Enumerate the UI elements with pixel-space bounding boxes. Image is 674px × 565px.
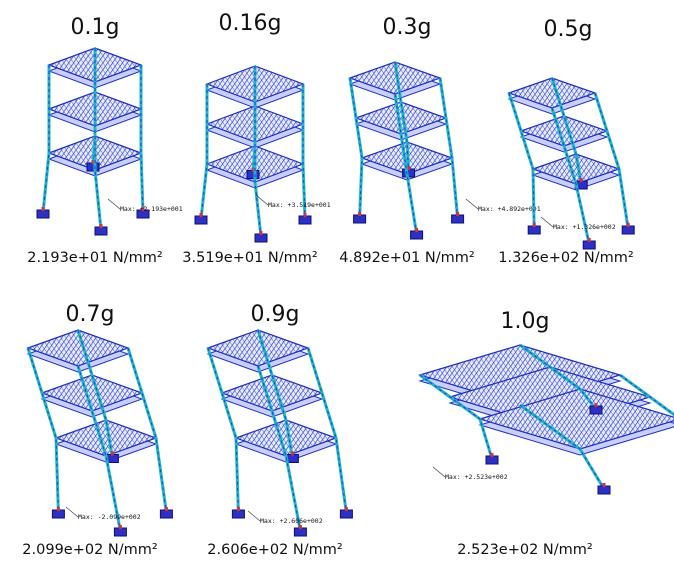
foot-pad <box>340 510 352 518</box>
stress-hotspot <box>304 213 307 217</box>
max-annotation: Max: +4.892e+001 <box>478 205 541 213</box>
foot-pad <box>114 528 126 536</box>
foot-pad <box>232 510 244 518</box>
column <box>440 78 458 218</box>
panel-caption: 2.099e+02 N/mm² <box>22 542 157 558</box>
column <box>350 78 362 218</box>
stress-hotspot <box>595 403 598 407</box>
stress-hotspot <box>491 453 494 457</box>
column <box>595 93 628 229</box>
stress-hotspot <box>119 525 122 529</box>
max-annotation: Max: +2.193e+001 <box>120 205 183 213</box>
stress-hotspot <box>42 207 45 211</box>
foot-pad <box>622 226 634 234</box>
panel-caption: 1.326e+02 N/mm² <box>498 250 633 266</box>
foot-pad <box>411 231 423 239</box>
panel-label: 0.9g <box>251 302 300 327</box>
stress-hotspot <box>580 178 583 182</box>
panel-label: 0.7g <box>66 302 115 327</box>
panel-caption: 2.606e+02 N/mm² <box>207 542 342 558</box>
max-annotation: Max: +3.519e+001 <box>268 201 331 209</box>
panel: 0.5g Max: +1.326e+002 1.326e+02 N/mm² <box>498 17 634 266</box>
max-annotation: Max: +1.326e+002 <box>553 223 616 231</box>
foot-pad <box>95 227 107 235</box>
stress-hotspot <box>299 525 302 529</box>
slab-mesh <box>208 330 308 366</box>
stress-hotspot <box>603 483 606 487</box>
slab-mesh <box>222 375 322 411</box>
slab-mesh <box>28 330 128 366</box>
panel-label: 0.5g <box>544 17 593 42</box>
max-leader <box>466 199 478 209</box>
panel-label: 0.16g <box>219 11 282 36</box>
slab-mesh <box>42 375 142 411</box>
stress-hotspot <box>200 213 203 217</box>
max-leader <box>433 467 445 477</box>
max-leader <box>541 217 553 227</box>
foot-pad <box>195 216 207 224</box>
foot-pad <box>160 510 172 518</box>
panel-caption: 3.519e+01 N/mm² <box>182 250 317 266</box>
max-leader <box>66 507 78 517</box>
stress-hotspot <box>57 507 60 511</box>
column-core <box>208 348 238 513</box>
foot-pad <box>37 210 49 218</box>
foot-pad <box>87 163 99 171</box>
foot-pad <box>528 226 540 234</box>
stress-hotspot <box>237 507 240 511</box>
foot-pad <box>598 486 610 494</box>
panel-caption: 2.193e+01 N/mm² <box>27 250 162 266</box>
column <box>201 84 207 219</box>
foot-pad <box>583 241 595 249</box>
foot-pad <box>452 215 464 223</box>
panel-label: 0.1g <box>71 15 120 40</box>
panel-label: 1.0g <box>501 309 550 334</box>
column-core <box>28 348 58 513</box>
column <box>43 65 49 213</box>
foot-pad <box>354 215 366 223</box>
foot-pad <box>590 406 602 414</box>
panel: 0.7g Max: -2.099e+002 2.099e+02 N/mm² <box>22 302 172 558</box>
stress-hotspot <box>588 238 591 242</box>
max-leader <box>108 199 120 209</box>
panel: 1.0g Max: +2.523e+002 2.523e+02 N/mm² <box>420 309 674 558</box>
stress-hotspot <box>165 507 168 511</box>
panel: 0.16g Max: +3.519e+001 3.519e+01 N/mm² <box>182 11 330 266</box>
panel-label: 0.3g <box>383 15 432 40</box>
max-leader <box>248 511 260 521</box>
stress-hotspot <box>533 223 536 227</box>
foot-pad <box>486 456 498 464</box>
max-annotation: Max: +2.606e+002 <box>260 517 323 525</box>
panel-caption: 2.523e+02 N/mm² <box>457 542 592 558</box>
panel: 0.1g Max: +2.193e+001 2.193e+01 N/mm² <box>27 15 182 266</box>
figure: 0.1g Max: +2.193e+001 2.193e+01 N/mm² 0.16g… <box>0 0 674 565</box>
stress-hotspot <box>291 452 294 456</box>
stress-hotspot <box>415 228 418 232</box>
stress-hotspot <box>345 507 348 511</box>
stress-hotspot <box>456 212 459 216</box>
stress-hotspot <box>260 231 263 235</box>
foot-pad <box>299 216 311 224</box>
stress-hotspot <box>627 223 630 227</box>
stress-hotspot <box>100 224 103 228</box>
foot-pad <box>255 234 267 242</box>
panel-caption: 4.892e+01 N/mm² <box>339 250 474 266</box>
figure-canvas: 0.1g Max: +2.193e+001 2.193e+01 N/mm² 0.16g… <box>0 0 674 565</box>
stress-hotspot <box>111 452 114 456</box>
stress-hotspot <box>358 212 361 216</box>
max-annotation: Max: -2.099e+002 <box>78 513 141 521</box>
panel: 0.9g Max: +2.606e+002 2.606e+02 N/mm² <box>207 302 352 558</box>
foot-pad <box>247 171 259 179</box>
foot-pad <box>294 528 306 536</box>
max-annotation: Max: +2.523e+002 <box>445 473 508 481</box>
foot-pad <box>52 510 64 518</box>
panel: 0.3g Max: +4.892e+001 4.892e+01 N/mm² <box>339 15 540 266</box>
